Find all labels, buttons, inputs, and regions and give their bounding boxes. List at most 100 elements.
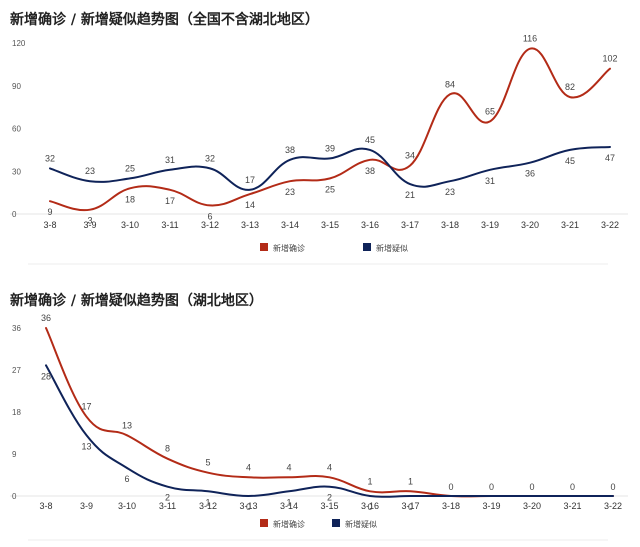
data-label-confirmed: 0 [529, 482, 534, 492]
data-label-confirmed: 82 [565, 82, 575, 92]
legend-label-suspected: 新增疑似 [345, 519, 377, 529]
data-label-suspected: 23 [445, 187, 455, 197]
y-tick-label: 18 [12, 408, 21, 417]
x-tick-label: 3-20 [521, 220, 539, 230]
data-label-confirmed: 6 [207, 211, 212, 221]
x-tick-label: 3-17 [401, 220, 419, 230]
y-tick-label: 90 [12, 82, 21, 91]
data-label-suspected: 1 [205, 497, 210, 507]
data-label-suspected: 39 [325, 143, 335, 153]
data-label-suspected: 0 [367, 502, 372, 512]
x-tick-label: 3-18 [441, 220, 459, 230]
chart-title: 新增确诊 / 新增疑似趋势图（全国不含湖北地区） [10, 11, 319, 28]
x-tick-label: 3-19 [481, 220, 499, 230]
data-label-suspected: 32 [205, 153, 215, 163]
data-label-suspected: 31 [485, 176, 495, 186]
data-label-confirmed: 1 [367, 476, 372, 486]
y-axis-ticks: 0 30 60 90 120 [12, 39, 26, 219]
y-tick-label: 0 [12, 210, 17, 219]
data-label-suspected: 45 [365, 135, 375, 145]
y-tick-label: 36 [12, 324, 21, 333]
data-labels: 9 32 3 23 18 25 17 31 6 32 14 17 23 38 25 39 38 45 34 21 84 2… [45, 34, 618, 226]
x-tick-label: 3-9 [83, 220, 96, 230]
data-label-confirmed: 17 [81, 402, 91, 412]
data-label-confirmed: 9 [47, 207, 52, 217]
legend-label-confirmed: 新增确诊 [273, 519, 305, 529]
data-label-confirmed: 0 [570, 482, 575, 492]
data-label-confirmed: 102 [602, 54, 617, 64]
x-tick-label: 3-18 [442, 501, 460, 511]
data-label-confirmed: 4 [327, 462, 332, 472]
data-label-suspected: 32 [45, 153, 55, 163]
legend-label-confirmed: 新增确诊 [273, 243, 305, 253]
data-label-confirmed: 23 [285, 187, 295, 197]
data-label-confirmed: 25 [325, 184, 335, 194]
data-label-confirmed: 0 [489, 482, 494, 492]
data-label-suspected: 6 [124, 474, 129, 484]
y-axis-ticks: 0 9 18 27 36 [12, 324, 21, 501]
legend-swatch-confirmed [260, 243, 268, 251]
chart-title: 新增确诊 / 新增疑似趋势图（湖北地区） [10, 292, 263, 309]
data-label-confirmed: 0 [610, 482, 615, 492]
data-labels: 36 28 17 13 13 6 8 2 5 1 4 0 4 1 4 2 1 0 1 0 0 0 0 0 0 [41, 313, 616, 512]
x-tick-label: 3-14 [281, 220, 299, 230]
data-label-suspected: 36 [525, 169, 535, 179]
series-line-confirmed [49, 47, 611, 212]
data-label-confirmed: 8 [165, 444, 170, 454]
x-tick-label: 3-15 [321, 220, 339, 230]
x-tick-label: 3-20 [523, 501, 541, 511]
data-label-suspected: 45 [565, 156, 575, 166]
data-label-suspected: 0 [408, 502, 413, 512]
x-tick-label: 3-19 [482, 501, 500, 511]
x-tick-label: 3-22 [601, 220, 619, 230]
data-label-confirmed: 38 [365, 166, 375, 176]
series-layer [49, 47, 611, 212]
data-label-suspected: 47 [605, 153, 615, 163]
y-tick-label: 120 [12, 39, 26, 48]
data-label-suspected: 21 [405, 190, 415, 200]
x-tick-label: 3-15 [320, 501, 338, 511]
x-tick-label: 3-12 [201, 220, 219, 230]
x-tick-label: 3-22 [604, 501, 622, 511]
data-label-confirmed: 13 [122, 420, 132, 430]
data-label-confirmed: 4 [246, 462, 251, 472]
y-tick-label: 60 [12, 125, 21, 134]
data-label-suspected: 31 [165, 155, 175, 165]
x-tick-label: 3-16 [361, 220, 379, 230]
data-label-suspected: 17 [245, 175, 255, 185]
data-label-confirmed: 3 [87, 216, 92, 226]
data-label-confirmed: 84 [445, 79, 455, 89]
x-tick-label: 3-16 [361, 501, 379, 511]
x-axis-ticks: 3-8 3-9 3-10 3-11 3-12 3-13 3-14 3-15 3-16 3-17 3-… [39, 501, 622, 511]
x-tick-label: 3-21 [563, 501, 581, 511]
data-label-confirmed: 4 [286, 462, 291, 472]
x-tick-label: 3-13 [239, 501, 257, 511]
legend: 新增确诊 新增疑似 [260, 519, 377, 529]
data-label-suspected: 25 [125, 163, 135, 173]
data-label-confirmed: 36 [41, 313, 51, 323]
x-tick-label: 3-12 [199, 501, 217, 511]
x-tick-label: 3-13 [241, 220, 259, 230]
data-label-suspected: 1 [286, 497, 291, 507]
data-label-suspected: 2 [165, 493, 170, 503]
x-tick-label: 3-9 [80, 501, 93, 511]
x-tick-label: 3-10 [118, 501, 136, 511]
data-label-confirmed: 1 [408, 476, 413, 486]
x-tick-label: 3-21 [561, 220, 579, 230]
x-tick-label: 3-11 [159, 501, 176, 511]
data-label-confirmed: 18 [125, 194, 135, 204]
y-tick-label: 30 [12, 167, 21, 176]
x-tick-label: 3-10 [121, 220, 139, 230]
legend-label-suspected: 新增疑似 [376, 243, 408, 253]
y-tick-label: 0 [12, 492, 17, 501]
legend-swatch-suspected [332, 519, 340, 527]
data-label-confirmed: 65 [485, 106, 495, 116]
x-tick-label: 3-11 [161, 220, 178, 230]
data-label-suspected: 2 [327, 493, 332, 503]
series-line-suspected [45, 364, 614, 498]
x-axis-ticks: 3-8 3-9 3-10 3-11 3-12 3-13 3-14 3-15 3-16 3-17 3-… [43, 220, 619, 230]
series-layer [45, 327, 614, 498]
y-tick-label: 27 [12, 366, 21, 375]
y-tick-label: 9 [12, 450, 17, 459]
